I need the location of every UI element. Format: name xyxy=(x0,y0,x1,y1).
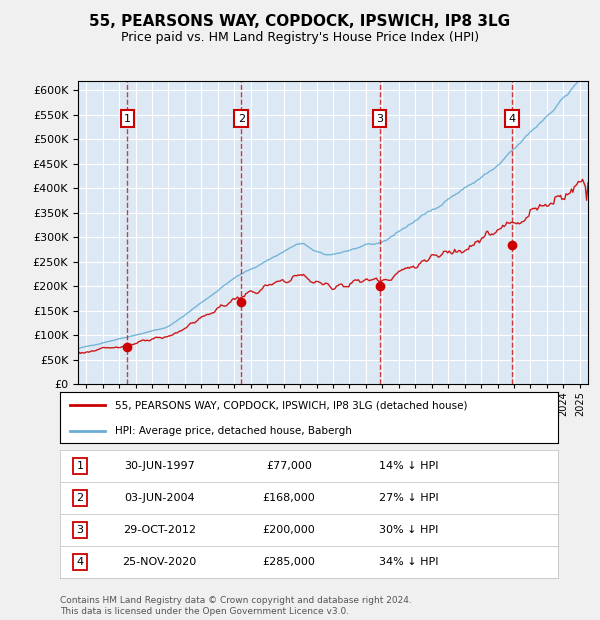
Text: 29-OCT-2012: 29-OCT-2012 xyxy=(123,525,196,535)
Text: 1: 1 xyxy=(76,461,83,471)
Text: 2: 2 xyxy=(238,113,245,123)
Text: 03-JUN-2004: 03-JUN-2004 xyxy=(124,493,195,503)
Text: 27% ↓ HPI: 27% ↓ HPI xyxy=(379,493,439,503)
Text: £77,000: £77,000 xyxy=(266,461,312,471)
Text: 14% ↓ HPI: 14% ↓ HPI xyxy=(379,461,439,471)
Text: £200,000: £200,000 xyxy=(263,525,316,535)
Text: Contains HM Land Registry data © Crown copyright and database right 2024.: Contains HM Land Registry data © Crown c… xyxy=(60,596,412,604)
Text: 30% ↓ HPI: 30% ↓ HPI xyxy=(379,525,438,535)
Text: 4: 4 xyxy=(76,557,83,567)
Text: £285,000: £285,000 xyxy=(263,557,316,567)
Text: 34% ↓ HPI: 34% ↓ HPI xyxy=(379,557,439,567)
Text: 3: 3 xyxy=(76,525,83,535)
Text: 2: 2 xyxy=(76,493,83,503)
Text: 1: 1 xyxy=(124,113,131,123)
Text: 4: 4 xyxy=(509,113,516,123)
Text: 55, PEARSONS WAY, COPDOCK, IPSWICH, IP8 3LG (detached house): 55, PEARSONS WAY, COPDOCK, IPSWICH, IP8 … xyxy=(115,400,467,410)
Text: 25-NOV-2020: 25-NOV-2020 xyxy=(122,557,197,567)
Text: 3: 3 xyxy=(376,113,383,123)
Text: Price paid vs. HM Land Registry's House Price Index (HPI): Price paid vs. HM Land Registry's House … xyxy=(121,31,479,43)
Text: £168,000: £168,000 xyxy=(263,493,316,503)
Text: This data is licensed under the Open Government Licence v3.0.: This data is licensed under the Open Gov… xyxy=(60,607,349,616)
Text: 55, PEARSONS WAY, COPDOCK, IPSWICH, IP8 3LG: 55, PEARSONS WAY, COPDOCK, IPSWICH, IP8 … xyxy=(89,14,511,29)
Text: 30-JUN-1997: 30-JUN-1997 xyxy=(124,461,195,471)
Text: HPI: Average price, detached house, Babergh: HPI: Average price, detached house, Babe… xyxy=(115,425,352,436)
